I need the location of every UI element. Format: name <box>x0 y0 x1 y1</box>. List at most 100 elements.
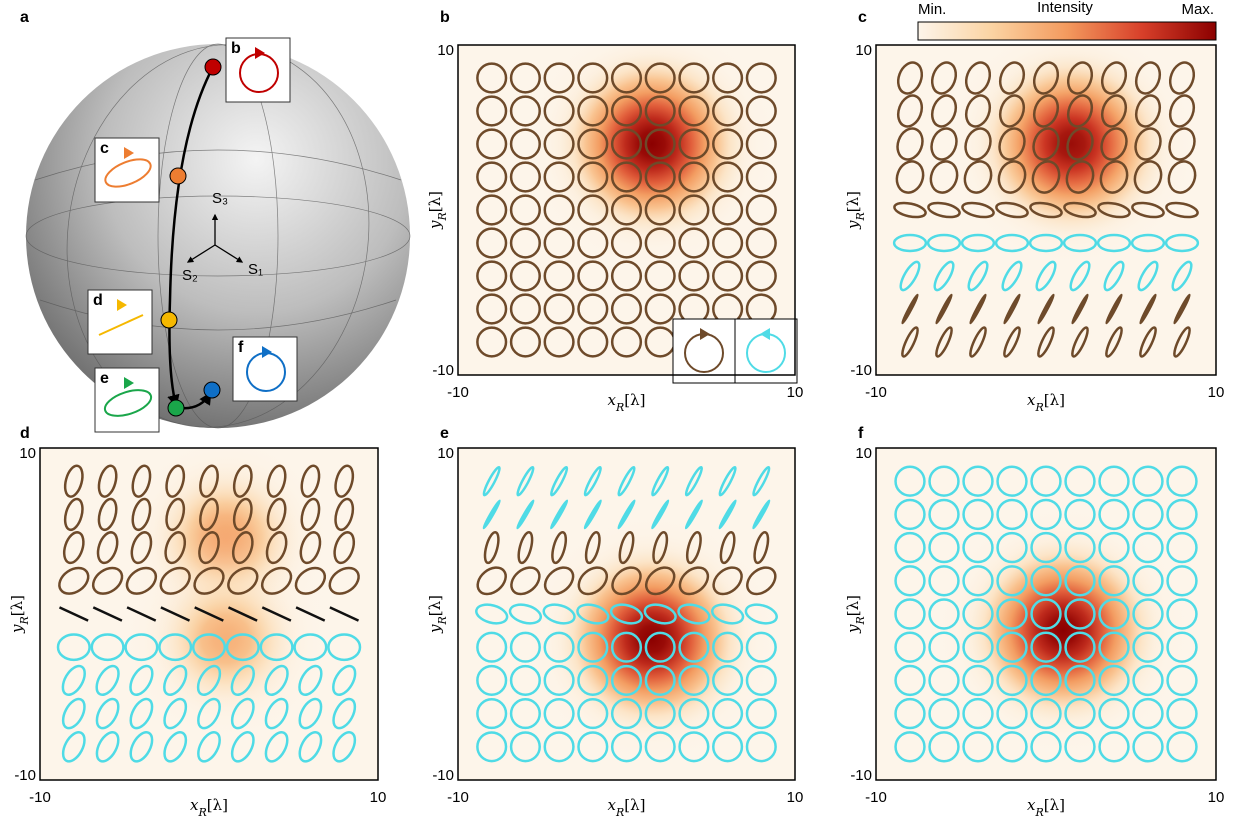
polarization-ellipse <box>678 194 710 226</box>
polarization-ellipse <box>718 499 737 530</box>
polarization-ellipse <box>577 293 609 325</box>
polarization-ellipse <box>753 531 770 565</box>
polarization-ellipse <box>894 697 926 730</box>
subscript: R <box>854 616 867 625</box>
polarization-ellipse <box>618 531 635 565</box>
polarization-ellipse <box>996 697 1028 730</box>
polarization-line <box>92 606 123 622</box>
polarization-ellipse <box>651 465 670 497</box>
polarization-ellipse <box>327 633 362 662</box>
polarization-ellipse <box>1100 61 1128 95</box>
polarization-ellipse <box>930 94 958 128</box>
colorbar-max: Max. <box>1181 1 1214 18</box>
polarization-ellipse <box>712 664 744 696</box>
polarization-ellipse <box>225 633 260 662</box>
polarization-ellipse <box>712 62 744 94</box>
polarization-ellipse <box>610 664 643 696</box>
polarization-ellipse <box>1098 531 1130 564</box>
polarization-ellipse <box>1065 160 1095 194</box>
polarization-ellipse <box>509 62 541 94</box>
polarization-ellipse <box>610 62 643 94</box>
polarization-ellipse <box>745 260 777 292</box>
polarization-ellipse <box>893 201 927 219</box>
polarization-ellipse <box>1173 326 1191 358</box>
axis-label: yR[λ] <box>426 191 449 230</box>
polarization-ellipse <box>334 497 355 532</box>
polarization-ellipse <box>294 566 327 595</box>
polarization-ellipse <box>1030 598 1062 630</box>
poincare-sphere <box>25 43 411 429</box>
polarization-ellipse <box>1001 260 1023 292</box>
polarization-ellipse <box>894 631 926 663</box>
polarization-line <box>227 606 258 622</box>
polarization-ellipse <box>610 227 643 259</box>
polarization-ellipse <box>1139 293 1157 325</box>
polarization-ellipse <box>678 731 710 763</box>
polarization-ellipse <box>298 664 323 697</box>
polarization-ellipse <box>896 94 924 128</box>
polarization-ellipse <box>298 697 323 730</box>
legend-arrow <box>760 328 770 340</box>
polarization-ellipse <box>961 201 995 219</box>
polarization-ellipse <box>1064 631 1096 663</box>
polarization-ellipse <box>962 598 994 630</box>
polarization-ellipse <box>543 62 575 94</box>
polarization-ellipse <box>509 293 541 325</box>
polarization-ellipse <box>63 497 84 532</box>
polarization-ellipse <box>928 565 960 597</box>
polarization-ellipse <box>1096 233 1132 253</box>
plot-frame <box>875 44 1217 376</box>
polarization-ellipse <box>165 497 186 532</box>
polarization-ellipse <box>962 498 994 531</box>
symbol: x <box>608 796 617 814</box>
polarization-ellipse <box>609 603 644 625</box>
polarization-ellipse <box>1030 565 1062 597</box>
polarization-ellipse <box>509 128 541 160</box>
polarization-ellipse <box>969 326 987 358</box>
axis-label: yR[λ] <box>844 595 867 634</box>
polarization-ellipse <box>61 664 86 697</box>
polarization-ellipse <box>130 531 153 565</box>
polarization-ellipse <box>745 194 777 226</box>
polarization-ellipse <box>197 731 221 763</box>
polarization-ellipse <box>131 497 152 532</box>
polarization-ellipse <box>1166 598 1198 630</box>
unit: [λ] <box>8 595 26 616</box>
x-tick-label: -10 <box>447 789 469 806</box>
polarization-ellipse <box>543 194 575 226</box>
polarization-ellipse <box>476 664 508 696</box>
polarization-ellipse <box>926 233 962 253</box>
polarization-ellipse <box>996 465 1028 497</box>
symbol: y <box>426 220 444 230</box>
polarization-ellipse <box>1064 731 1096 763</box>
polarization-ellipse <box>58 566 90 595</box>
polarization-ellipse <box>644 664 676 696</box>
state-point <box>169 167 187 185</box>
polarization-ellipse <box>678 631 710 663</box>
polarization-ellipse <box>928 531 960 564</box>
polarization-ellipse <box>644 128 676 160</box>
polarization-ellipse <box>892 233 928 253</box>
y-tick-label: 10 <box>855 445 872 462</box>
unit: [λ] <box>1044 796 1065 814</box>
axis-label: S₂ <box>182 267 198 284</box>
polarization-ellipse <box>1035 260 1057 292</box>
symbol: y <box>844 220 862 230</box>
plot-frame <box>875 447 1217 781</box>
polarization-ellipse <box>61 731 86 763</box>
stokes-axes <box>186 213 244 263</box>
unit: [λ] <box>426 191 444 212</box>
polarization-ellipse <box>745 128 777 160</box>
polarization-ellipse <box>996 598 1028 630</box>
subscript: R <box>18 616 31 625</box>
polarization-ellipse <box>63 464 84 498</box>
icon <box>98 314 144 336</box>
panel-label: c <box>858 9 867 26</box>
polarization-ellipse <box>196 664 222 697</box>
polarization-ellipse <box>930 61 958 95</box>
state-point <box>203 381 221 399</box>
polarization-ellipse <box>543 566 575 596</box>
polarization-ellipse <box>163 731 188 763</box>
heatmap <box>520 509 784 769</box>
